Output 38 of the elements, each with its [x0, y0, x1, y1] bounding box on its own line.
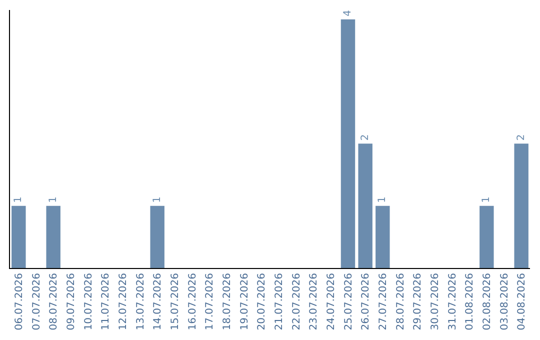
x-tick-label: 25.07.2026: [343, 273, 354, 330]
data-label: 2: [360, 134, 371, 141]
x-tick-label: 14.07.2026: [152, 273, 164, 330]
data-label: 1: [13, 196, 24, 203]
x-tick-label: 10.07.2026: [83, 273, 94, 330]
x-tick-label: 28.07.2026: [395, 273, 406, 330]
x-tick-label: 17.07.2026: [204, 273, 216, 330]
x-tick-label: 30.07.2026: [430, 273, 441, 330]
x-tick-label: 29.07.2026: [412, 273, 424, 330]
x-tick-label: 31.07.2026: [447, 273, 458, 330]
x-tick-label: 01.08.2026: [464, 273, 476, 330]
x-tick-label: 08.07.2026: [48, 273, 60, 330]
x-tick-label: 06.07.2026: [14, 273, 25, 330]
data-label: 2: [516, 134, 527, 141]
x-tick-label: 07.07.2026: [31, 273, 42, 330]
x-tick-label: 03.08.2026: [499, 273, 510, 330]
x-tick-label: 13.07.2026: [135, 273, 146, 330]
data-label: 1: [48, 196, 59, 203]
x-tick-label: 26.07.2026: [360, 273, 372, 330]
x-tick-label: 11.07.2026: [100, 273, 112, 330]
data-label: 1: [481, 196, 492, 203]
x-tick-label: 19.07.2026: [239, 273, 250, 330]
data-label: 1: [152, 196, 163, 203]
data-label: 4: [342, 10, 354, 16]
x-tick-label: 09.07.2026: [66, 273, 77, 330]
x-tick-label: 02.08.2026: [482, 273, 493, 330]
x-tick-label: 04.08.2026: [516, 273, 528, 330]
x-tick-label: 12.07.2026: [118, 273, 129, 330]
x-tick-label: 24.07.2026: [326, 273, 337, 330]
x-tick-label: 27.07.2026: [378, 273, 389, 330]
x-tick-label: 22.07.2026: [291, 273, 302, 330]
data-label: 1: [377, 196, 388, 203]
x-tick-label: 23.07.2026: [308, 273, 320, 330]
x-tick-label: 16.07.2026: [187, 273, 198, 330]
x-tick-label: 21.07.2026: [274, 273, 285, 330]
x-tick-label: 15.07.2026: [170, 273, 181, 330]
x-tick-label: 18.07.2026: [222, 273, 233, 330]
x-tick-label: 20.07.2026: [256, 273, 268, 330]
